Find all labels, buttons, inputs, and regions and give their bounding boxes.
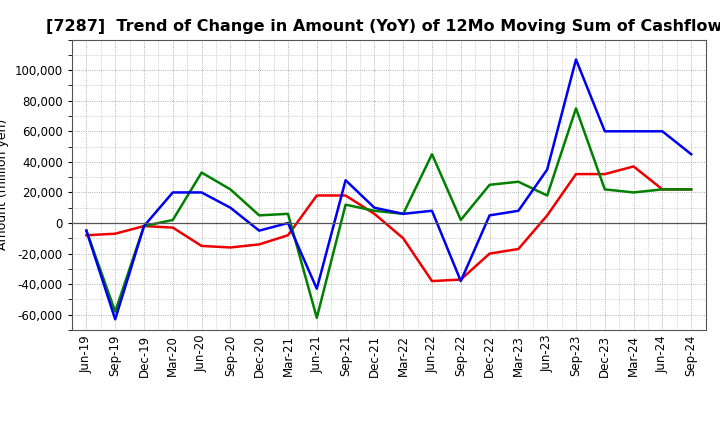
Free Cashflow: [284, 220, 292, 226]
Operating Cashflow: [226, 245, 235, 250]
Investing Cashflow: [111, 309, 120, 314]
Investing Cashflow: [629, 190, 638, 195]
Free Cashflow: [600, 128, 609, 134]
Investing Cashflow: [197, 170, 206, 175]
Free Cashflow: [255, 228, 264, 233]
Investing Cashflow: [284, 211, 292, 216]
Free Cashflow: [658, 128, 667, 134]
Operating Cashflow: [341, 193, 350, 198]
Free Cashflow: [428, 208, 436, 213]
Operating Cashflow: [629, 164, 638, 169]
Investing Cashflow: [514, 179, 523, 184]
Operating Cashflow: [600, 172, 609, 177]
Investing Cashflow: [255, 213, 264, 218]
Investing Cashflow: [543, 193, 552, 198]
Investing Cashflow: [428, 152, 436, 157]
Operating Cashflow: [399, 236, 408, 241]
Title: [7287]  Trend of Change in Amount (YoY) of 12Mo Moving Sum of Cashflows: [7287] Trend of Change in Amount (YoY) o…: [46, 19, 720, 34]
Free Cashflow: [197, 190, 206, 195]
Investing Cashflow: [312, 315, 321, 320]
Line: Investing Cashflow: Investing Cashflow: [86, 108, 691, 318]
Operating Cashflow: [572, 172, 580, 177]
Free Cashflow: [226, 205, 235, 210]
Y-axis label: Amount (million yen): Amount (million yen): [0, 119, 9, 250]
Operating Cashflow: [255, 242, 264, 247]
Free Cashflow: [140, 224, 148, 229]
Free Cashflow: [572, 57, 580, 62]
Investing Cashflow: [226, 187, 235, 192]
Investing Cashflow: [658, 187, 667, 192]
Free Cashflow: [82, 228, 91, 233]
Free Cashflow: [399, 211, 408, 216]
Operating Cashflow: [370, 211, 379, 216]
Operating Cashflow: [140, 224, 148, 229]
Operating Cashflow: [428, 279, 436, 284]
Operating Cashflow: [111, 231, 120, 236]
Investing Cashflow: [485, 182, 494, 187]
Investing Cashflow: [168, 217, 177, 223]
Investing Cashflow: [82, 228, 91, 233]
Investing Cashflow: [572, 106, 580, 111]
Free Cashflow: [687, 152, 696, 157]
Free Cashflow: [370, 205, 379, 210]
Free Cashflow: [312, 286, 321, 291]
Operating Cashflow: [312, 193, 321, 198]
Free Cashflow: [168, 190, 177, 195]
Operating Cashflow: [658, 187, 667, 192]
Investing Cashflow: [456, 217, 465, 223]
Investing Cashflow: [399, 211, 408, 216]
Operating Cashflow: [197, 243, 206, 249]
Free Cashflow: [514, 208, 523, 213]
Free Cashflow: [111, 317, 120, 322]
Operating Cashflow: [514, 246, 523, 252]
Operating Cashflow: [543, 213, 552, 218]
Free Cashflow: [543, 167, 552, 172]
Investing Cashflow: [341, 202, 350, 207]
Operating Cashflow: [485, 251, 494, 256]
Investing Cashflow: [687, 187, 696, 192]
Free Cashflow: [629, 128, 638, 134]
Free Cashflow: [341, 178, 350, 183]
Free Cashflow: [456, 279, 465, 284]
Line: Free Cashflow: Free Cashflow: [86, 59, 691, 319]
Investing Cashflow: [600, 187, 609, 192]
Operating Cashflow: [284, 233, 292, 238]
Line: Operating Cashflow: Operating Cashflow: [86, 166, 691, 281]
Investing Cashflow: [370, 208, 379, 213]
Operating Cashflow: [687, 187, 696, 192]
Operating Cashflow: [456, 277, 465, 282]
Investing Cashflow: [140, 224, 148, 229]
Free Cashflow: [485, 213, 494, 218]
Operating Cashflow: [168, 225, 177, 230]
Operating Cashflow: [82, 233, 91, 238]
